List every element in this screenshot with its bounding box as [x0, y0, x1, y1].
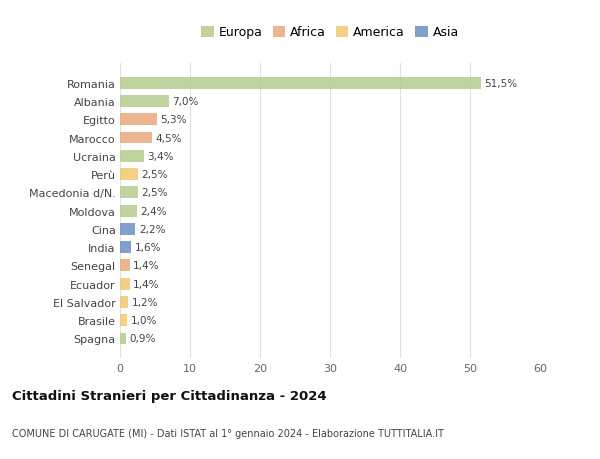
Text: 1,2%: 1,2% [132, 297, 158, 307]
Bar [120, 187, 137, 199]
Text: 51,5%: 51,5% [484, 78, 517, 89]
Bar [120, 224, 136, 235]
Text: 2,5%: 2,5% [141, 188, 167, 198]
Bar [120, 151, 144, 162]
Bar [120, 114, 157, 126]
Bar [120, 78, 481, 90]
Text: 1,4%: 1,4% [133, 261, 160, 271]
Bar [120, 278, 130, 290]
Text: 4,5%: 4,5% [155, 133, 182, 143]
Text: 2,4%: 2,4% [140, 206, 167, 216]
Text: 2,2%: 2,2% [139, 224, 166, 235]
Bar [120, 314, 127, 326]
Text: 1,0%: 1,0% [131, 315, 157, 325]
Bar [120, 297, 128, 308]
Text: COMUNE DI CARUGATE (MI) - Dati ISTAT al 1° gennaio 2024 - Elaborazione TUTTITALI: COMUNE DI CARUGATE (MI) - Dati ISTAT al … [12, 428, 444, 438]
Bar [120, 169, 137, 180]
Text: 3,4%: 3,4% [148, 151, 174, 162]
Bar [120, 260, 130, 272]
Text: Cittadini Stranieri per Cittadinanza - 2024: Cittadini Stranieri per Cittadinanza - 2… [12, 389, 326, 403]
Bar [120, 96, 169, 108]
Text: 2,5%: 2,5% [141, 170, 167, 179]
Text: 1,4%: 1,4% [133, 279, 160, 289]
Bar [120, 333, 127, 345]
Text: 0,9%: 0,9% [130, 334, 156, 344]
Bar [120, 132, 151, 144]
Bar [120, 205, 137, 217]
Text: 5,3%: 5,3% [161, 115, 187, 125]
Text: 1,6%: 1,6% [134, 243, 161, 252]
Bar [120, 242, 131, 253]
Legend: Europa, Africa, America, Asia: Europa, Africa, America, Asia [201, 27, 459, 39]
Text: 7,0%: 7,0% [173, 97, 199, 107]
